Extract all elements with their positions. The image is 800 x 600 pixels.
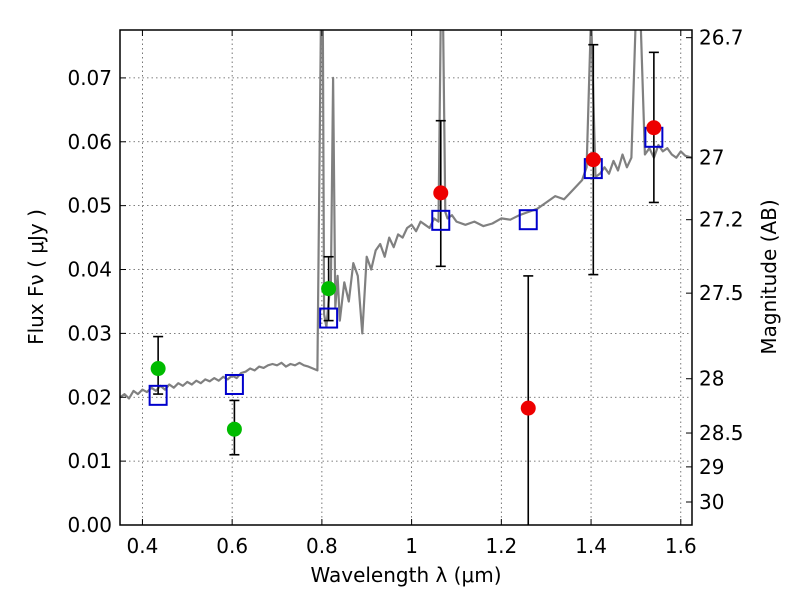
observed-points	[150, 120, 662, 437]
y-tick-label: 0.06	[67, 130, 112, 154]
error-bars	[153, 43, 659, 525]
grid-lines	[120, 30, 692, 526]
model-point-square	[319, 307, 339, 329]
observed-point-red	[433, 185, 449, 201]
y-axis-title: Flux Fν ( μJy )	[24, 209, 48, 345]
model-point-square	[224, 373, 244, 395]
y2-tick-label: 27	[699, 146, 724, 170]
x-tick-label: 1	[405, 534, 418, 558]
y-tick-label: 0.04	[67, 258, 112, 282]
y2-tick-label: 27.2	[699, 208, 744, 232]
observed-point-red	[585, 152, 601, 168]
plot-frame	[119, 29, 693, 526]
y-tick-label: 0.03	[67, 321, 112, 345]
model-point-square	[431, 209, 451, 231]
spectrum-series	[120, 30, 692, 400]
y2-tick-label: 28.5	[699, 421, 744, 445]
x-tick-label: 1.6	[665, 534, 697, 558]
y2-axis-title: Magnitude (AB)	[757, 199, 781, 354]
x-tick-label: 1.2	[485, 534, 517, 558]
x-tick-label: 1.4	[575, 534, 607, 558]
observed-point-green	[150, 361, 166, 377]
x-tick-label: 0.6	[216, 534, 248, 558]
y2-tick-label: 29	[699, 455, 724, 479]
observed-point-green	[226, 421, 242, 437]
y2-tick-label: 26.7	[699, 26, 744, 50]
observed-point-red	[520, 400, 536, 416]
y-tick-label: 0.01	[67, 449, 112, 473]
model-points	[148, 126, 664, 406]
spectrum-line	[120, 30, 692, 400]
y2-tick-label: 28	[699, 367, 724, 391]
y2-axis-ticks: 26.7 27 27.2 27.5 28 28.5 29 30	[686, 26, 744, 514]
y-tick-label: 0.02	[67, 385, 112, 409]
x-axis-title: Wavelength λ (μm)	[310, 563, 501, 587]
model-point-square	[148, 384, 168, 406]
x-axis-ticks: 0.4 0.6 0.8 1 1.2 1.4 1.6	[127, 30, 697, 558]
observed-point-green	[321, 281, 337, 297]
y-tick-label: 0.05	[67, 194, 112, 218]
x-tick-label: 0.4	[127, 534, 159, 558]
model-point-square	[518, 209, 538, 231]
y2-tick-label: 30	[699, 490, 724, 514]
y2-tick-label: 27.5	[699, 281, 744, 305]
y-axis-ticks: 0.00 0.01 0.02 0.03 0.04 0.05 0.06 0.07	[67, 66, 126, 537]
y-tick-label: 0.07	[67, 66, 112, 90]
observed-point-red	[646, 120, 662, 136]
x-tick-label: 0.8	[306, 534, 338, 558]
y-tick-label: 0.00	[67, 513, 112, 537]
